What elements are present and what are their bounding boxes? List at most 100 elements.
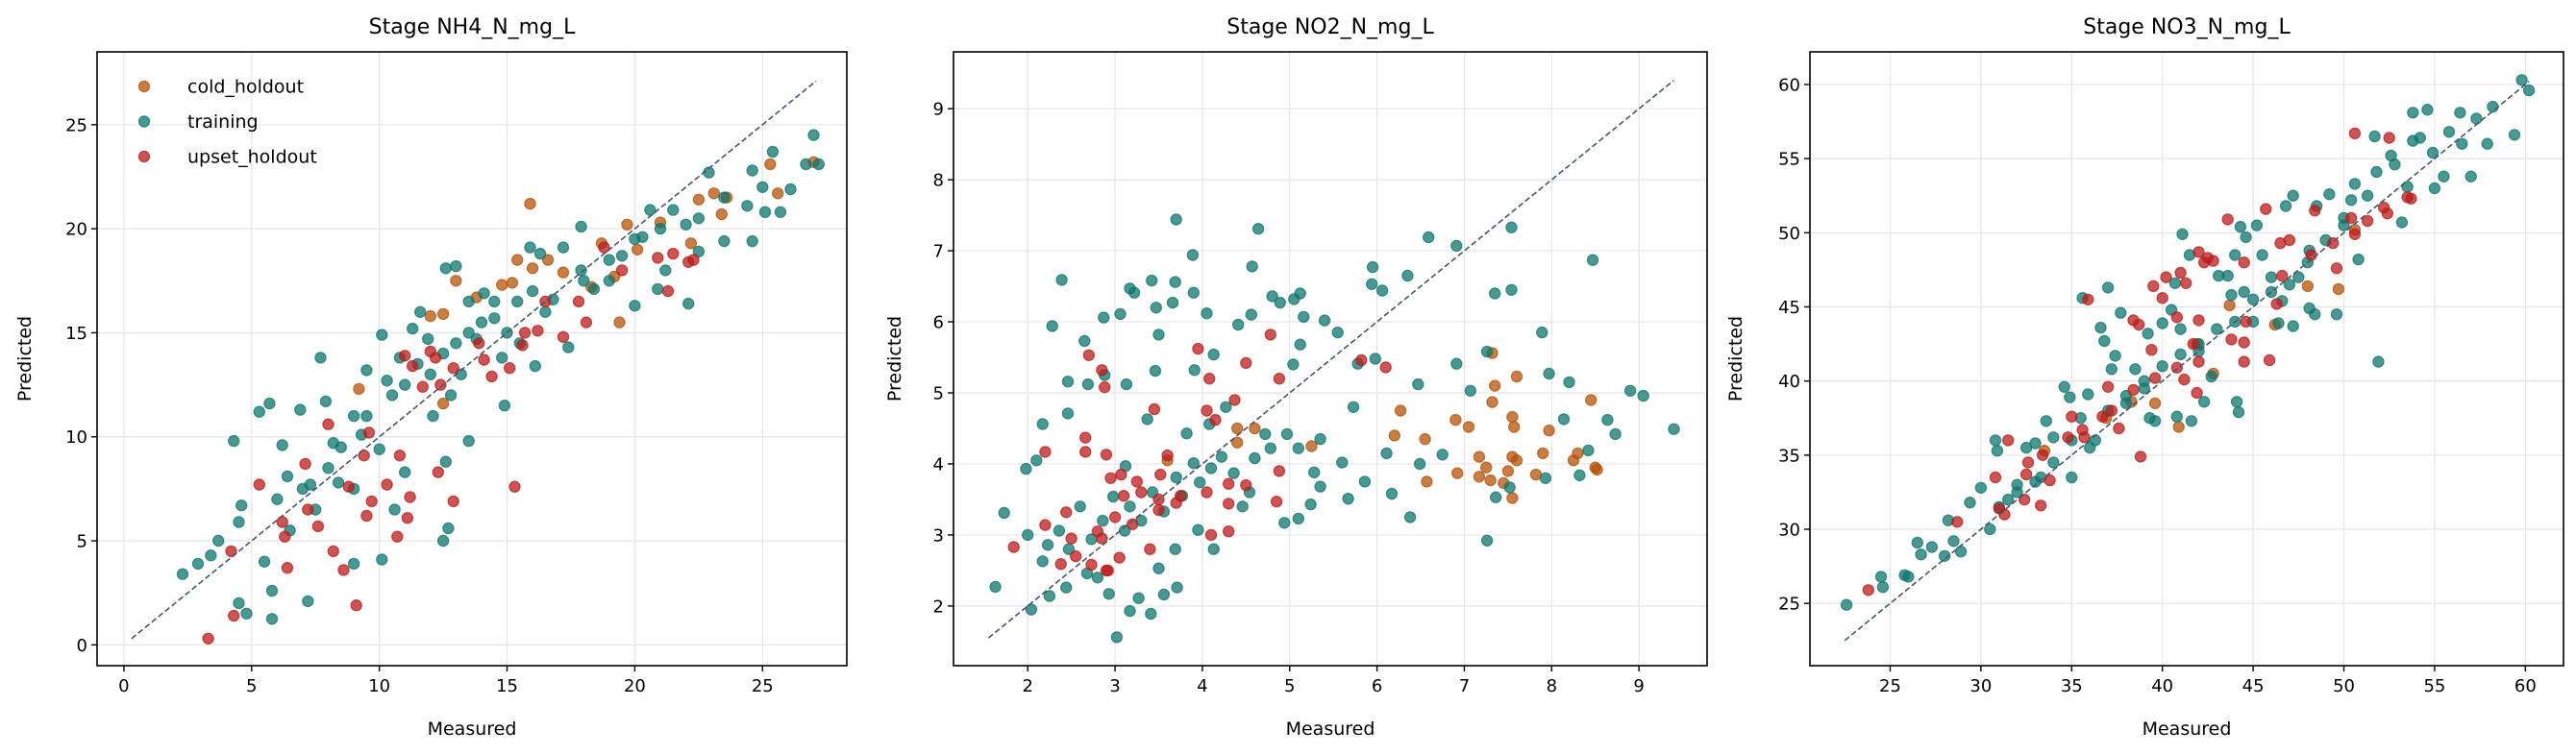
legend-item-upset_holdout: upset_holdout: [137, 147, 317, 168]
data-point-cold_holdout: [1421, 475, 1433, 488]
data-point-upset_holdout: [360, 509, 373, 523]
x-tick-label: 5: [1284, 676, 1295, 696]
data-point-upset_holdout: [299, 457, 311, 471]
chart-title: Stage NH4_N_mg_L: [369, 15, 576, 39]
data-point-training: [533, 247, 547, 260]
data-point-training: [1385, 487, 1399, 500]
data-point-upset_holdout: [485, 370, 498, 383]
data-point-training: [1450, 357, 1463, 370]
data-point-cold_holdout: [1510, 370, 1523, 383]
data-point-upset_holdout: [362, 426, 376, 439]
data-point-training: [2522, 84, 2536, 97]
data-point-cold_holdout: [541, 254, 555, 266]
data-point-upset_holdout: [1222, 477, 1235, 490]
x-tick-label: 9: [1633, 676, 1644, 696]
x-tick-label: 6: [1372, 676, 1382, 696]
data-point-training: [1059, 581, 1073, 594]
data-point-upset_holdout: [1240, 478, 1252, 492]
y-axis-label: Predicted: [884, 316, 905, 402]
data-point-upset_holdout: [2148, 372, 2162, 384]
data-point-upset_holdout: [557, 330, 570, 343]
data-point-training: [989, 580, 1002, 594]
x-tick-label: 10: [368, 676, 390, 696]
data-point-training: [562, 341, 575, 353]
x-tick-label: 20: [624, 676, 646, 696]
data-point-cold_holdout: [353, 382, 365, 396]
legend-label: cold_holdout: [187, 77, 304, 98]
legend-marker: [137, 115, 151, 128]
data-point-training: [1278, 517, 1291, 529]
data-point-training: [1563, 376, 1575, 389]
data-point-training: [439, 262, 452, 275]
data-point-upset_holdout: [391, 530, 404, 543]
y-tick-label: 60: [1778, 75, 1800, 95]
data-point-upset_holdout: [1209, 413, 1222, 426]
data-point-upset_holdout: [1222, 525, 1235, 538]
data-point-training: [587, 282, 601, 296]
data-point-cold_holdout: [1543, 425, 1555, 437]
data-point-upset_holdout: [615, 264, 629, 277]
data-point-cold_holdout: [1572, 447, 1584, 460]
data-point-upset_holdout: [2309, 204, 2321, 217]
y-tick-label: 10: [65, 427, 87, 448]
data-point-training: [2225, 288, 2238, 302]
data-point-upset_holdout: [1126, 518, 1139, 531]
data-point-upset_holdout: [2156, 292, 2168, 304]
data-point-training: [347, 557, 360, 571]
data-point-upset_holdout: [342, 480, 355, 493]
data-point-cold_holdout: [1486, 396, 1499, 408]
data-point-upset_holdout: [407, 359, 419, 373]
data-point-upset_holdout: [2225, 333, 2238, 346]
data-point-training: [1480, 534, 1494, 548]
data-point-upset_holdout: [1115, 468, 1127, 481]
data-point-training: [1964, 497, 1976, 509]
data-point-training: [1915, 548, 1927, 561]
data-point-training: [629, 300, 641, 312]
axes-frame: [96, 51, 848, 667]
data-point-training: [258, 555, 271, 568]
legend-item-training: training: [137, 111, 259, 133]
data-point-upset_holdout: [2132, 318, 2145, 331]
data-point-training: [1053, 524, 1066, 537]
data-point-training: [1061, 376, 1075, 388]
data-point-training: [2240, 231, 2252, 244]
axes-frame: [1809, 51, 2564, 667]
x-tick-label: 5: [246, 676, 257, 696]
legend-marker: [137, 80, 151, 93]
data-point-training: [373, 443, 385, 455]
data-point-upset_holdout: [381, 478, 393, 491]
data-point-training: [1145, 607, 1157, 621]
data-point-training: [2148, 415, 2162, 427]
y-tick-label: 25: [65, 115, 87, 135]
plot-area: [987, 79, 1680, 644]
y-tick-label: 40: [1778, 372, 1800, 392]
data-point-training: [1292, 442, 1305, 454]
data-point-training: [2234, 220, 2247, 233]
data-point-training: [692, 245, 706, 258]
data-point-training: [1902, 571, 1915, 583]
data-point-upset_holdout: [1192, 342, 1204, 355]
data-point-upset_holdout: [2001, 434, 2015, 447]
data-point-training: [1318, 314, 1331, 327]
data-point-training: [1380, 447, 1393, 460]
data-point-training: [2232, 405, 2245, 419]
data-point-training: [1074, 500, 1086, 513]
data-point-training: [2442, 126, 2456, 138]
data-point-training: [1668, 423, 1680, 435]
data-point-cold_holdout: [511, 254, 524, 266]
data-point-training: [1036, 555, 1049, 568]
x-tick-label: 0: [118, 676, 129, 696]
data-point-training: [1220, 401, 1232, 413]
data-point-upset_holdout: [1204, 528, 1218, 542]
data-point-training: [680, 218, 692, 231]
data-point-training: [1991, 445, 2004, 457]
data-point-training: [2174, 348, 2187, 361]
data-point-upset_holdout: [1098, 380, 1111, 394]
x-tick-label: 8: [1547, 676, 1557, 696]
plot-area: [1840, 74, 2536, 642]
y-tick-label: 7: [933, 242, 944, 262]
data-point-training: [1207, 543, 1220, 555]
data-point-upset_holdout: [2383, 132, 2395, 144]
data-point-upset_holdout: [2019, 468, 2033, 481]
y-tick-label: 6: [933, 313, 944, 333]
